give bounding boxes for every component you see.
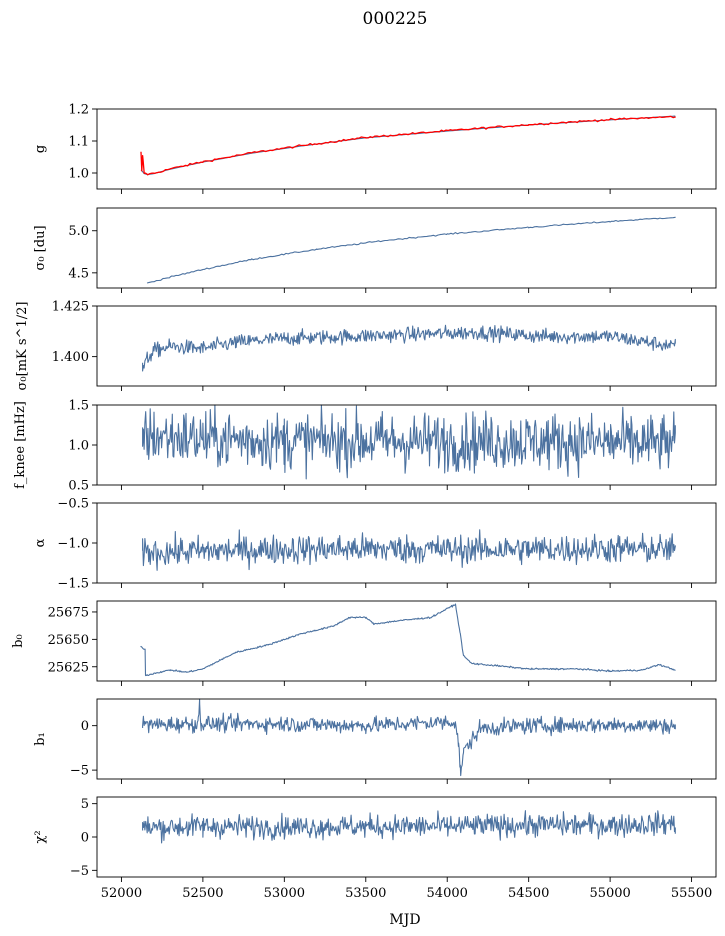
panel-6: 25625 25650 25675 b₀ [11, 600, 717, 686]
y-tick-label: −5 [70, 764, 89, 779]
y-tick-label: −5 [70, 864, 89, 879]
series-line-8-1 [142, 810, 676, 844]
x-tick-label: 52000 [101, 886, 142, 901]
y-axis-label: b₁ [33, 732, 48, 746]
y-tick-label: 1.5 [68, 399, 89, 414]
x-tick-label: 54000 [427, 886, 468, 901]
y-tick-label: 1.2 [68, 103, 89, 118]
y-tick-label: 1.1 [68, 135, 89, 150]
x-axis-label: MJD [389, 912, 420, 928]
y-tick-label: 0.5 [68, 479, 89, 494]
panel-1: 1.0 1.1 1.2 g [33, 103, 717, 194]
y-axis-label: f_knee [mHz] [13, 401, 28, 489]
x-tick-label: 53500 [345, 886, 386, 901]
panel-7: −5 0 b₁ [33, 698, 717, 784]
y-tick-label: −1.5 [57, 577, 89, 592]
y-tick-label: 25675 [48, 605, 89, 620]
x-tick-label: 55000 [589, 886, 630, 901]
y-axis-label: χ² [33, 830, 48, 843]
series-line-2-1 [146, 216, 676, 284]
y-axis-label: b₀ [11, 634, 26, 648]
y-tick-label: 5 [81, 797, 89, 812]
y-axis-label: α [33, 538, 48, 547]
x-tick-label: 54500 [508, 886, 549, 901]
y-tick-label: −1.0 [57, 537, 89, 552]
series-line-4-1 [142, 404, 676, 480]
y-tick-label: 1.0 [68, 439, 89, 454]
y-tick-label: 5.0 [68, 224, 89, 239]
panel-5: −1.5 −1.0 −0.5 α [33, 497, 717, 592]
panel-2: 4.5 5.0 σ₀ [du] [33, 207, 717, 293]
panel-8: 52000 52500 53000 53500 54000 54500 55000 55500… [33, 796, 717, 901]
plot-frame [96, 305, 717, 387]
series-line-6-1 [140, 603, 676, 677]
y-tick-label: 1.400 [52, 350, 89, 365]
y-tick-label: 25625 [48, 660, 89, 675]
y-tick-label: 1.425 [52, 300, 89, 315]
y-tick-label: 25650 [48, 633, 89, 648]
x-tick-label: 55500 [671, 886, 712, 901]
y-axis-label: σ₀[mK s^1/2] [15, 302, 30, 391]
panels: 1.0 1.1 1.2 g 4.5 5.0 σ₀ [du] 1.400 1.425 σ₀[mK s… [11, 103, 717, 901]
y-tick-label: 0 [81, 719, 89, 734]
series-line-5-1 [142, 529, 676, 571]
x-tick-label: 53000 [264, 886, 305, 901]
series-line-1-2 [140, 115, 676, 176]
panel-3: 1.400 1.425 σ₀[mK s^1/2] [15, 300, 717, 391]
plot-frame [96, 698, 717, 780]
y-axis-label: g [33, 145, 48, 153]
y-axis-label: σ₀ [du] [33, 225, 48, 270]
y-tick-label: 0 [81, 831, 89, 846]
y-tick-label: −0.5 [57, 497, 89, 512]
y-tick-label: 1.0 [68, 167, 89, 182]
figure-title: 000225 [363, 9, 428, 29]
series-line-1-1 [140, 115, 676, 176]
series-line-7-1 [142, 698, 676, 777]
plot-frame [96, 207, 717, 289]
plot-frame [96, 600, 717, 682]
x-tick-label: 52500 [182, 886, 223, 901]
plot-frame [96, 796, 717, 878]
y-tick-label: 4.5 [68, 266, 89, 281]
panel-4: 0.5 1.0 1.5 f_knee [mHz] [13, 399, 717, 494]
plot-frame [96, 108, 717, 190]
series-line-3-1 [142, 324, 676, 372]
